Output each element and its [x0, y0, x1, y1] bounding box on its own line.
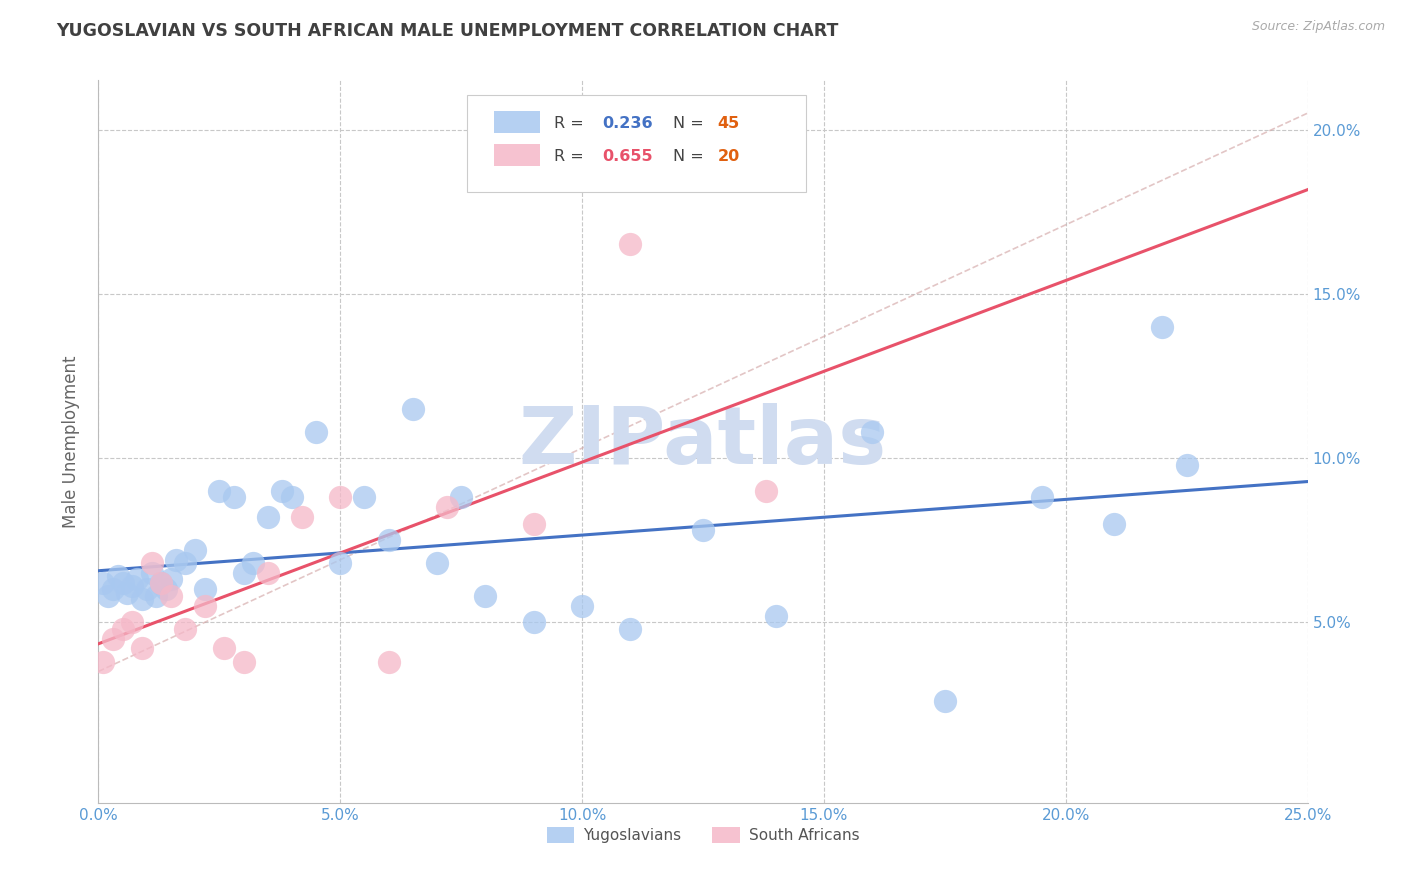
- Point: [97, 589, 120, 603]
- Point: [523, 615, 546, 630]
- Point: [377, 533, 399, 547]
- Point: [1152, 319, 1174, 334]
- Point: [101, 632, 124, 646]
- Point: [523, 516, 546, 531]
- Point: [135, 582, 157, 597]
- Point: [329, 491, 352, 505]
- FancyBboxPatch shape: [467, 95, 806, 193]
- Point: [1031, 491, 1053, 505]
- Point: [1175, 458, 1198, 472]
- Point: [571, 599, 593, 613]
- Point: [141, 566, 163, 580]
- Point: [281, 491, 304, 505]
- Point: [474, 589, 496, 603]
- Text: N =: N =: [672, 149, 709, 163]
- Point: [194, 582, 217, 597]
- Point: [117, 585, 139, 599]
- Point: [426, 556, 449, 570]
- Text: 0.236: 0.236: [603, 116, 654, 131]
- Point: [121, 579, 143, 593]
- Point: [619, 622, 641, 636]
- Point: [111, 575, 134, 590]
- Point: [174, 556, 197, 570]
- Text: 45: 45: [717, 116, 740, 131]
- Point: [101, 582, 124, 597]
- Text: 0.655: 0.655: [603, 149, 654, 163]
- Point: [111, 622, 134, 636]
- Point: [145, 589, 167, 603]
- Point: [305, 425, 328, 439]
- Point: [755, 483, 778, 498]
- Point: [290, 510, 312, 524]
- Point: [402, 401, 425, 416]
- Point: [150, 575, 173, 590]
- Point: [436, 500, 458, 515]
- Point: [127, 573, 149, 587]
- Point: [91, 575, 114, 590]
- Text: YUGOSLAVIAN VS SOUTH AFRICAN MALE UNEMPLOYMENT CORRELATION CHART: YUGOSLAVIAN VS SOUTH AFRICAN MALE UNEMPL…: [56, 22, 838, 40]
- Point: [329, 556, 352, 570]
- Point: [91, 655, 114, 669]
- Point: [150, 575, 173, 590]
- Point: [765, 608, 787, 623]
- Point: [377, 655, 399, 669]
- Point: [1102, 516, 1125, 531]
- Y-axis label: Male Unemployment: Male Unemployment: [62, 355, 80, 528]
- Point: [232, 566, 254, 580]
- Point: [232, 655, 254, 669]
- Point: [692, 523, 714, 537]
- Point: [256, 510, 278, 524]
- FancyBboxPatch shape: [494, 144, 540, 166]
- Point: [121, 615, 143, 630]
- Text: Source: ZipAtlas.com: Source: ZipAtlas.com: [1251, 20, 1385, 33]
- Point: [242, 556, 264, 570]
- Text: N =: N =: [672, 116, 709, 131]
- Point: [131, 641, 153, 656]
- Point: [194, 599, 217, 613]
- Point: [131, 592, 153, 607]
- Point: [165, 553, 187, 567]
- Point: [184, 542, 207, 557]
- Text: 20: 20: [717, 149, 740, 163]
- Point: [934, 694, 956, 708]
- Text: R =: R =: [554, 149, 589, 163]
- Point: [155, 582, 177, 597]
- Point: [141, 556, 163, 570]
- Text: ZIPatlas: ZIPatlas: [519, 402, 887, 481]
- Point: [107, 569, 129, 583]
- Point: [160, 573, 183, 587]
- Point: [860, 425, 883, 439]
- Point: [271, 483, 294, 498]
- Point: [619, 237, 641, 252]
- Point: [222, 491, 245, 505]
- FancyBboxPatch shape: [494, 112, 540, 133]
- Point: [174, 622, 197, 636]
- Point: [208, 483, 231, 498]
- Point: [450, 491, 472, 505]
- Point: [353, 491, 375, 505]
- Point: [212, 641, 235, 656]
- Point: [160, 589, 183, 603]
- Text: R =: R =: [554, 116, 589, 131]
- Legend: Yugoslavians, South Africans: Yugoslavians, South Africans: [540, 822, 866, 849]
- Point: [256, 566, 278, 580]
